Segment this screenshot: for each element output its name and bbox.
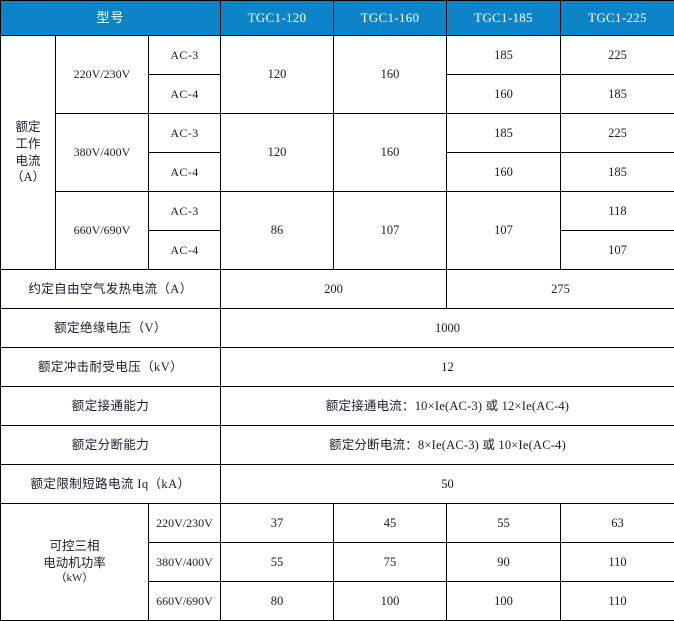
motor-cell-220-tgc160: 45 (334, 504, 447, 543)
header-model-tgc1-160: TGC1-160 (334, 1, 447, 36)
motor-cell-380-tgc160: 75 (334, 543, 447, 582)
table-row: 约定自由空气发热电流（A） 200 275 (1, 270, 674, 309)
table-row: 660V/690V AC-3 86 107 107 118 (1, 192, 674, 231)
motor-voltage-220-230: 220V/230V (149, 504, 221, 543)
spec-label-making-capacity: 额定接通能力 (1, 387, 221, 426)
motor-power-label: 可控三相 电动机功率 （kW） (1, 504, 149, 621)
spec-label-thermal-current: 约定自由空气发热电流（A） (1, 270, 221, 309)
motor-cell-660-tgc160: 100 (334, 582, 447, 621)
table-row: 额定绝缘电压（V） 1000 (1, 309, 674, 348)
rated-current-label-line-3: 电流 (4, 153, 52, 170)
table-row: 额定分断能力 额定分断电流：8×Ie(AC-3) 或 10×Ie(AC-4) (1, 426, 674, 465)
motor-cell-220-tgc225: 63 (561, 504, 674, 543)
voltage-220-230: 220V/230V (56, 36, 149, 114)
cell-660-tgc160: 107 (334, 192, 447, 270)
rated-current-label-line-4: （A） (4, 169, 52, 186)
cell-220-ac4-tgc225: 185 (561, 75, 674, 114)
spec-value-impulse-voltage: 12 (221, 348, 674, 387)
cell-220-ac3-tgc225: 225 (561, 36, 674, 75)
spec-value-making-capacity: 额定接通电流：10×Ie(AC-3) 或 12×Ie(AC-4) (221, 387, 674, 426)
cell-380-ac3-tgc185: 185 (447, 114, 561, 153)
cell-660-tgc185: 107 (447, 192, 561, 270)
motor-cell-380-tgc120: 55 (221, 543, 334, 582)
motor-cell-660-tgc120: 80 (221, 582, 334, 621)
table-body: 额定 工作 电流 （A） 220V/230V AC-3 120 160 185 … (1, 36, 674, 621)
cell-380-ac4-tgc185: 160 (447, 153, 561, 192)
header-model-label: 型号 (1, 1, 221, 36)
mode-ac3: AC-3 (149, 192, 221, 231)
table-header: 型号 TGC1-120 TGC1-160 TGC1-185 TGC1-225 (1, 1, 674, 36)
header-model-tgc1-225: TGC1-225 (561, 1, 674, 36)
cell-220-tgc120: 120 (221, 36, 334, 114)
table-row: 380V/400V AC-3 120 160 185 225 (1, 114, 674, 153)
header-model-tgc1-185: TGC1-185 (447, 1, 561, 36)
table-row: 额定冲击耐受电压（kV） 12 (1, 348, 674, 387)
motor-cell-660-tgc185: 100 (447, 582, 561, 621)
cell-220-ac4-tgc185: 160 (447, 75, 561, 114)
spec-value-thermal-current-right: 275 (447, 270, 674, 309)
table-row: 可控三相 电动机功率 （kW） 220V/230V 37 45 55 63 (1, 504, 674, 543)
rated-current-label: 额定 工作 电流 （A） (1, 36, 56, 270)
motor-power-label-line-2: 电动机功率 (4, 555, 145, 572)
spec-label-insulation-voltage: 额定绝缘电压（V） (1, 309, 221, 348)
motor-voltage-660-690: 660V/690V (149, 582, 221, 621)
header-row: 型号 TGC1-120 TGC1-160 TGC1-185 TGC1-225 (1, 1, 674, 36)
voltage-380-400: 380V/400V (56, 114, 149, 192)
table-row: 额定 工作 电流 （A） 220V/230V AC-3 120 160 185 … (1, 36, 674, 75)
mode-ac3: AC-3 (149, 36, 221, 75)
spec-value-short-circuit-current: 50 (221, 465, 674, 504)
voltage-660-690: 660V/690V (56, 192, 149, 270)
spec-label-breaking-capacity: 额定分断能力 (1, 426, 221, 465)
cell-220-tgc160: 160 (334, 36, 447, 114)
table-row: 额定限制短路电流 Iq（kA） 50 (1, 465, 674, 504)
motor-power-label-line-1: 可控三相 (4, 538, 145, 555)
rated-current-label-line-1: 额定 (4, 119, 52, 136)
mode-ac4: AC-4 (149, 75, 221, 114)
header-model-tgc1-120: TGC1-120 (221, 1, 334, 36)
spec-label-impulse-voltage: 额定冲击耐受电压（kV） (1, 348, 221, 387)
spec-value-insulation-voltage: 1000 (221, 309, 674, 348)
cell-660-ac3-tgc225: 118 (561, 192, 674, 231)
spec-value-breaking-capacity: 额定分断电流：8×Ie(AC-3) 或 10×Ie(AC-4) (221, 426, 674, 465)
spec-value-thermal-current-left: 200 (221, 270, 447, 309)
mode-ac4: AC-4 (149, 231, 221, 270)
motor-power-label-line-3: （kW） (4, 571, 145, 586)
motor-cell-380-tgc185: 90 (447, 543, 561, 582)
motor-cell-220-tgc120: 37 (221, 504, 334, 543)
motor-cell-220-tgc185: 55 (447, 504, 561, 543)
cell-660-tgc120: 86 (221, 192, 334, 270)
rated-current-label-line-2: 工作 (4, 136, 52, 153)
table-row: 额定接通能力 额定接通电流：10×Ie(AC-3) 或 12×Ie(AC-4) (1, 387, 674, 426)
motor-cell-660-tgc225: 110 (561, 582, 674, 621)
spec-label-short-circuit-current: 额定限制短路电流 Iq（kA） (1, 465, 221, 504)
cell-220-ac3-tgc185: 185 (447, 36, 561, 75)
mode-ac4: AC-4 (149, 153, 221, 192)
cell-380-ac4-tgc225: 185 (561, 153, 674, 192)
motor-cell-380-tgc225: 110 (561, 543, 674, 582)
cell-380-tgc160: 160 (334, 114, 447, 192)
cell-660-ac4-tgc225: 107 (561, 231, 674, 270)
cell-380-ac3-tgc225: 225 (561, 114, 674, 153)
cell-380-tgc120: 120 (221, 114, 334, 192)
motor-voltage-380-400: 380V/400V (149, 543, 221, 582)
mode-ac3: AC-3 (149, 114, 221, 153)
